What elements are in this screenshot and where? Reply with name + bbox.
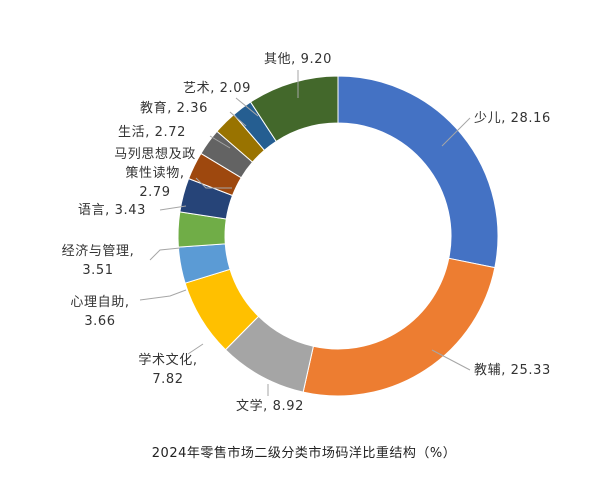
- slice-label-4: 学术文化, 7.82: [138, 352, 197, 387]
- slice-label-10: 教育, 2.36: [140, 100, 208, 116]
- slice-label-7: 语言, 3.43: [78, 203, 146, 218]
- slice-label-2: 教辅, 25.33: [474, 362, 551, 378]
- slice-label-6: 经济与管理, 3.51: [62, 244, 135, 278]
- leader-line-8: [195, 177, 232, 189]
- slice-label-1: 少儿, 28.16: [474, 111, 551, 126]
- chart-title: 2024年零售市场二级分类市场码洋比重结构（%）: [151, 446, 457, 461]
- leader-line-10: [229, 111, 247, 127]
- leader-line-5: [139, 289, 187, 301]
- slice-label-3: 文学, 8.92: [236, 398, 304, 414]
- donut-slice-12: [249, 75, 339, 143]
- leader-line-2: [431, 349, 471, 371]
- slice-label-5: 心理自助, 3.66: [70, 295, 129, 329]
- donut-slice-2: [302, 257, 496, 397]
- leader-line-4: [187, 343, 204, 355]
- donut-chart: 少儿, 28.16 教辅, 25.33 文学, 8.92 学术文化, 7.82 心理自助,…: [62, 52, 551, 414]
- slice-label-9: 生活, 2.72: [118, 125, 186, 140]
- leader-line-11: [235, 97, 259, 117]
- donut-slice-1: [337, 75, 499, 269]
- leader-line-7: [159, 205, 187, 211]
- slice-label-8: 马列思想及政策性读物, 2.79: [114, 146, 196, 200]
- slice-label-11: 艺术, 2.09: [183, 81, 251, 96]
- leader-line-1: [441, 117, 471, 147]
- leader-line-6: [149, 247, 181, 261]
- leader-line-9: [209, 135, 231, 149]
- slice-label-12: 其他, 9.20: [264, 52, 332, 67]
